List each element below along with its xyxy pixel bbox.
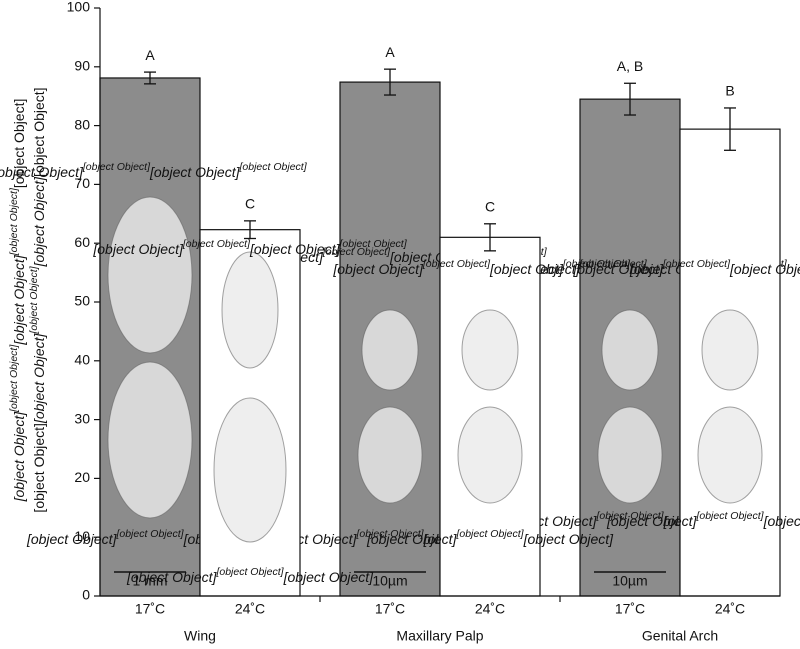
label-part: [object Object]	[11, 411, 27, 503]
label-part: [object Object]	[239, 161, 308, 173]
specimen	[213, 397, 287, 543]
y-tick-label: 0	[82, 587, 90, 603]
x-tick-label: 17˚C	[615, 601, 645, 617]
segmented-label: [object Object][object Object][object Ob…	[366, 528, 614, 547]
label-part: [object Object]	[82, 161, 151, 173]
y-tick-label: 40	[74, 352, 90, 368]
specimen	[357, 406, 423, 504]
label-part: [object Object]	[606, 513, 698, 529]
label-part: [object Object]	[366, 531, 458, 547]
label-part: [object Object]	[595, 510, 664, 522]
label-part: [object Object]	[422, 258, 491, 270]
segmented-label: [object Object][object Object][object Ob…	[28, 87, 47, 512]
specimen	[701, 309, 759, 391]
specimen	[457, 406, 523, 504]
segmented-label: [object Object][object Object][object Ob…	[606, 510, 800, 529]
label-part: [object Object]	[695, 510, 764, 522]
label-part: [object Object]	[572, 261, 664, 277]
label-part: [object Object]	[31, 332, 47, 424]
y-tick-label: 80	[74, 116, 90, 132]
specimen	[697, 406, 763, 504]
segmented-label: [object Object][object Object][object Ob…	[92, 238, 407, 257]
significance-letter: A	[385, 44, 395, 60]
y-tick-label: 20	[74, 469, 90, 485]
specimen	[107, 361, 193, 519]
label-part: [object Object]	[11, 254, 27, 346]
error-bar	[244, 220, 256, 240]
group-label: Genital Arch	[642, 628, 718, 644]
significance-letter: C	[485, 198, 495, 214]
label-part: [object Object]	[729, 261, 800, 277]
segmented-label: [object Object][object Object][object Ob…	[0, 161, 308, 180]
segmented-label: [object Object][object Object][object Ob…	[572, 258, 800, 277]
error-bar	[624, 82, 636, 116]
label-part: [object Object]	[455, 528, 524, 540]
label-part: [object Object]	[562, 258, 631, 270]
specimen	[597, 406, 663, 504]
segmented-label: [object Object][object Object][object Ob…	[8, 99, 27, 503]
label-part: [object Object]	[0, 164, 84, 180]
segmented-label: [object Object][object Object][object Ob…	[332, 258, 647, 277]
error-bar	[384, 68, 396, 96]
label-part: [object Object]	[31, 87, 47, 177]
label-part: [object Object]	[92, 241, 184, 257]
y-tick-label: 10	[74, 528, 90, 544]
x-tick-label: 17˚C	[135, 601, 165, 617]
significance-letter: A	[145, 47, 155, 63]
label-part: [object Object]	[489, 261, 581, 277]
scale-bar-label: 10µm	[612, 573, 647, 589]
error-bar	[724, 107, 736, 151]
label-part: [object Object]	[249, 241, 341, 257]
label-part: [object Object]	[26, 531, 118, 547]
y-tick-label: 70	[74, 175, 90, 191]
significance-letter: C	[245, 196, 255, 212]
group-label: Wing	[184, 628, 216, 644]
significance-letter: A, B	[617, 58, 643, 74]
label-part: [object Object]	[182, 238, 251, 250]
label-part: [object Object]	[523, 531, 615, 547]
scale-bar-label: 10µm	[372, 573, 407, 589]
label-part: [object Object]	[115, 528, 184, 540]
significance-letter: B	[725, 83, 734, 99]
label-part: [object Object]	[31, 176, 47, 268]
label-part: [object Object]	[662, 258, 731, 270]
x-tick-label: 24˚C	[715, 601, 745, 617]
x-tick-label: 24˚C	[235, 601, 265, 617]
specimen	[601, 309, 659, 391]
y-tick-label: 50	[74, 293, 90, 309]
y-tick-label: 60	[74, 234, 90, 250]
label-part: [object Object]	[28, 265, 40, 334]
y-tick-label: 100	[67, 0, 91, 15]
label-part: [object Object]	[11, 99, 27, 189]
label-part: [object Object]	[579, 258, 648, 270]
label-part: [object Object]	[339, 238, 408, 250]
label-part: [object Object]	[283, 569, 375, 585]
label-part: [object Object]	[8, 187, 20, 256]
specimen	[221, 251, 279, 369]
label-part: [object Object]	[355, 528, 424, 540]
label-part: [object Object]	[332, 261, 424, 277]
label-part: [object Object]	[8, 344, 20, 413]
x-tick-label: 17˚C	[375, 601, 405, 617]
label-part: [object Object]	[31, 423, 47, 513]
x-tick-label: 24˚C	[475, 601, 505, 617]
scale-bar-label: 1 mm	[133, 573, 168, 589]
label-part: [object Object]	[322, 246, 391, 258]
label-part: [object Object]	[215, 566, 284, 578]
y-tick-label: 30	[74, 410, 90, 426]
specimen	[107, 196, 193, 354]
specimen	[461, 309, 519, 391]
error-bar	[484, 223, 496, 252]
y-tick-label: 90	[74, 58, 90, 74]
label-part: [object Object]	[763, 513, 800, 529]
label-part: [object Object]	[149, 164, 241, 180]
group-label: Maxillary Palp	[396, 628, 483, 644]
error-bar	[144, 71, 156, 85]
specimen	[361, 309, 419, 391]
